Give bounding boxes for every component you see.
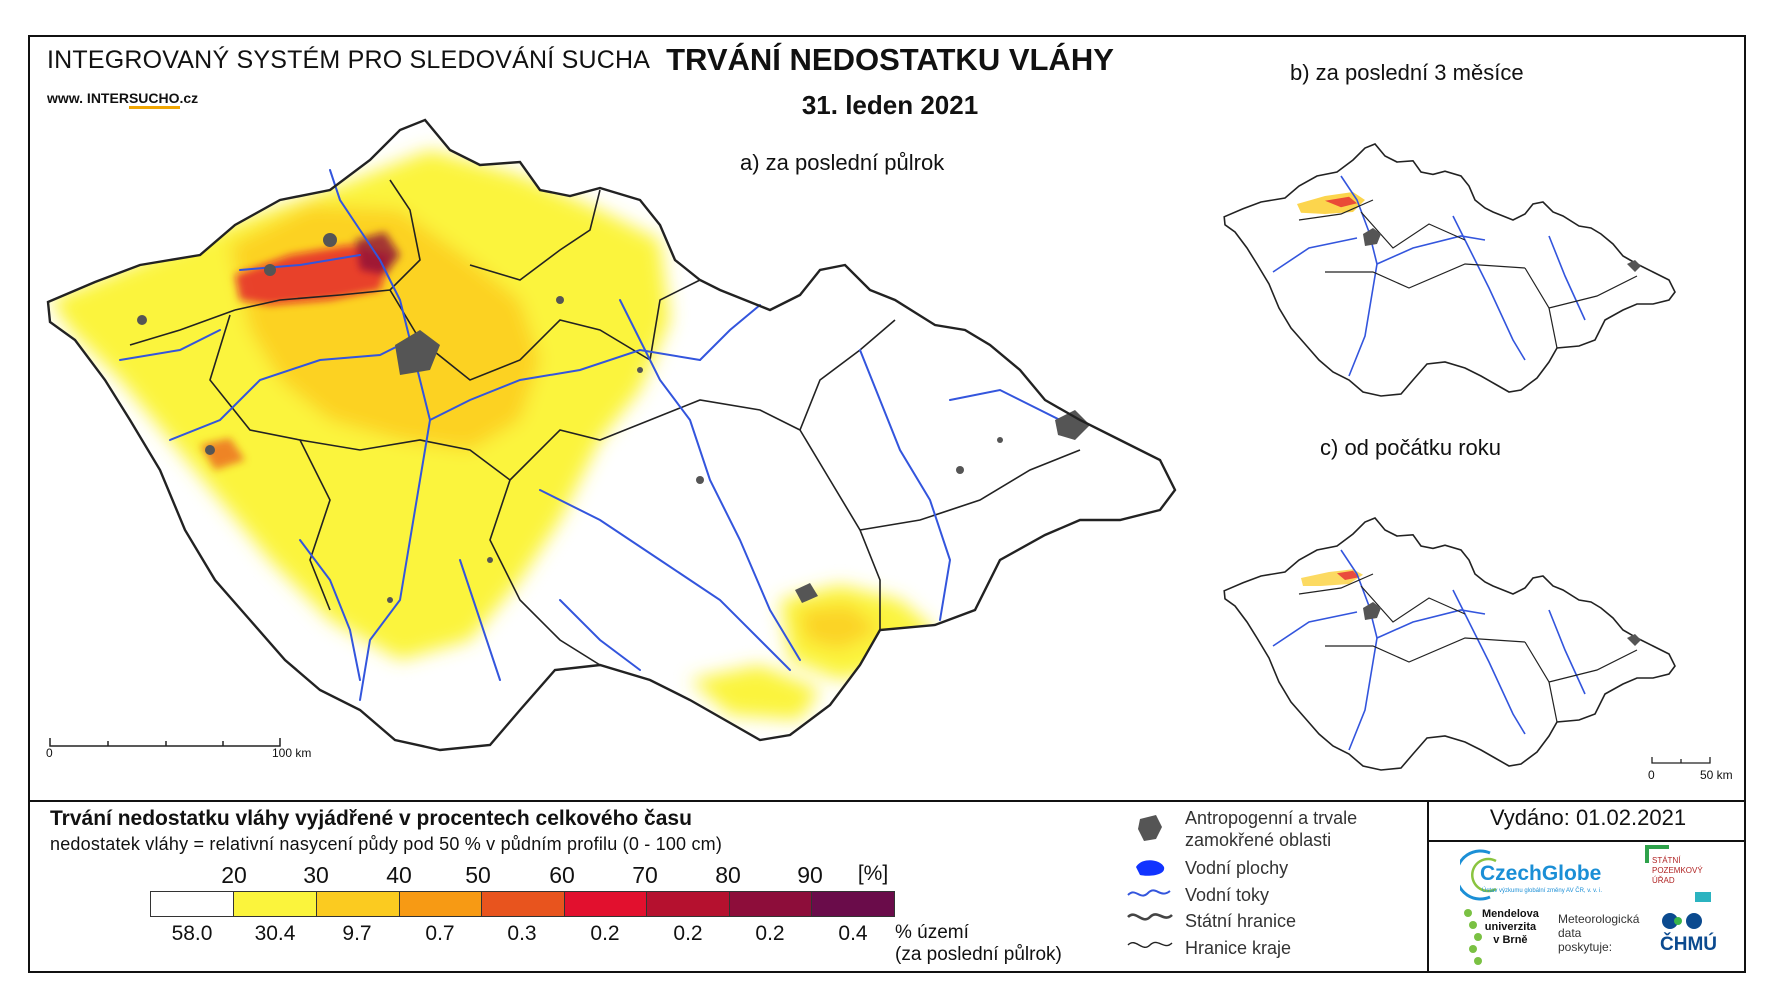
legend-vsep — [1427, 800, 1429, 973]
share-3: 0.7 — [425, 922, 455, 945]
scale-bar-small — [1651, 757, 1711, 764]
map-c — [1223, 517, 1676, 771]
scale-bar-a — [49, 738, 281, 747]
website-brand: SUCHO — [128, 90, 180, 109]
chmu-logo-icon — [1662, 913, 1702, 929]
system-title: INTEGROVANÝ SYSTÉM PRO SLEDOVÁNÍ SUCHA — [47, 46, 651, 74]
share-caption: % území (za poslední půlrok) — [895, 922, 1062, 966]
mendel-line2: univerzita — [1484, 921, 1537, 933]
tick-30: 30 — [303, 862, 329, 888]
mendel-logo-dots — [1464, 909, 1482, 965]
tick-90: 90 — [797, 862, 823, 888]
scale-small-start: 0 — [1648, 768, 1655, 782]
legend-rivers: Vodní toky — [1185, 885, 1270, 905]
map-date: 31. leden 2021 — [801, 90, 979, 120]
spu-logo-text: STÁTNÍ POZEMKOVÝ ÚŘAD — [1652, 856, 1703, 886]
share-8: 0.4 — [838, 922, 868, 945]
scale-small-end: 50 km — [1700, 768, 1733, 782]
spu-logo-bar — [1645, 845, 1669, 849]
class-box-1 — [233, 891, 317, 917]
map-legend-symbols — [1127, 815, 1173, 948]
chmu-logo-text: ČHMÚ — [1660, 934, 1717, 955]
class-box-6 — [646, 891, 730, 917]
tick-50: 50 — [465, 862, 491, 888]
czechglobe-name: CzechGlobe — [1480, 862, 1602, 885]
scale-a-end: 100 km — [272, 746, 312, 760]
legend-water-bodies: Vodní plochy — [1185, 858, 1289, 878]
spu-line1: STÁTNÍ — [1652, 856, 1681, 865]
main-title: TRVÁNÍ NEDOSTATKU VLÁHY — [666, 42, 1114, 77]
spu-logo-bar-v — [1645, 845, 1649, 863]
share-caption-line2: (za poslední půlrok) — [895, 944, 1062, 965]
meteo-line2: data — [1558, 926, 1582, 940]
website-suffix: .cz — [179, 90, 199, 106]
share-2: 9.7 — [342, 922, 372, 945]
legend-urban-line1: Antropogenní a trvale — [1185, 808, 1358, 828]
map-a-label: a) za poslední půlrok — [740, 150, 945, 175]
legend-title: Trvání nedostatku vláhy vyjádřené v proc… — [50, 807, 692, 830]
czechglobe-logo — [1460, 849, 1497, 901]
state-border-icon — [1127, 913, 1173, 921]
region-borders-a — [129, 179, 1081, 666]
class-box-7 — [729, 891, 813, 917]
urban-area-icon — [1138, 815, 1162, 841]
meteo-provider-text: Meteorologická data poskytuje: — [1558, 912, 1639, 954]
czechglobe-tagline: Ústav výzkumu globální změny AV ČR, v. v… — [1482, 888, 1603, 894]
class-box-0 — [150, 891, 234, 917]
legend-urban-line2: zamokřené oblasti — [1185, 830, 1332, 850]
share-4: 0.3 — [507, 922, 537, 945]
meteo-line1: Meteorologická — [1558, 912, 1640, 926]
tick-70: 70 — [632, 862, 658, 888]
map-b — [1223, 143, 1676, 397]
tick-20: 20 — [221, 862, 247, 888]
scale-a-start: 0 — [46, 746, 53, 760]
spu-line2: POZEMKOVÝ — [1652, 866, 1703, 875]
region-border-icon — [1127, 941, 1173, 948]
issued-date: Vydáno: 01.02.2021 — [1489, 805, 1687, 830]
mendel-line3: v Brně — [1493, 934, 1528, 946]
class-box-5 — [564, 891, 648, 917]
share-7: 0.2 — [755, 922, 785, 945]
class-box-4 — [481, 891, 565, 917]
mendel-line1: Mendelova — [1482, 908, 1539, 920]
river-icon — [1127, 889, 1171, 897]
legend-separator — [28, 800, 1746, 802]
issued-separator — [1427, 840, 1746, 842]
website-link[interactable]: www. INTERSUCHO.cz — [47, 90, 199, 109]
state-border-a — [46, 118, 1177, 752]
water-body-icon — [1136, 860, 1165, 876]
spu-logo-square — [1695, 892, 1711, 902]
class-box-2 — [316, 891, 400, 917]
legend-region-border: Hranice kraje — [1185, 938, 1292, 958]
map-c-label: c) od počátku roku — [1320, 435, 1501, 460]
tick-unit: [%] — [857, 862, 889, 885]
share-6: 0.2 — [673, 922, 703, 945]
maps-svg — [46, 118, 1711, 771]
map-frame — [28, 35, 1746, 973]
share-caption-line1: % území — [895, 922, 969, 943]
legend-state-border: Státní hranice — [1185, 911, 1297, 931]
class-box-3 — [399, 891, 483, 917]
share-1: 30.4 — [254, 922, 296, 945]
map-b-label: b) za poslední 3 měsíce — [1290, 60, 1524, 85]
spu-line3: ÚŘAD — [1652, 876, 1675, 885]
legend-subtitle: nedostatek vláhy = relativní nasycení pů… — [50, 834, 723, 854]
share-5: 0.2 — [590, 922, 620, 945]
website-prefix: www. INTER — [47, 90, 129, 106]
class-box-8 — [811, 891, 895, 917]
tick-40: 40 — [386, 862, 412, 888]
meteo-line3: poskytuje: — [1558, 940, 1613, 954]
tick-80: 80 — [715, 862, 741, 888]
share-0: 58.0 — [171, 922, 213, 945]
mendel-logo-text: Mendelova univerzita v Brně — [1482, 908, 1539, 947]
urban-areas-a — [137, 233, 1090, 603]
tick-60: 60 — [549, 862, 575, 888]
